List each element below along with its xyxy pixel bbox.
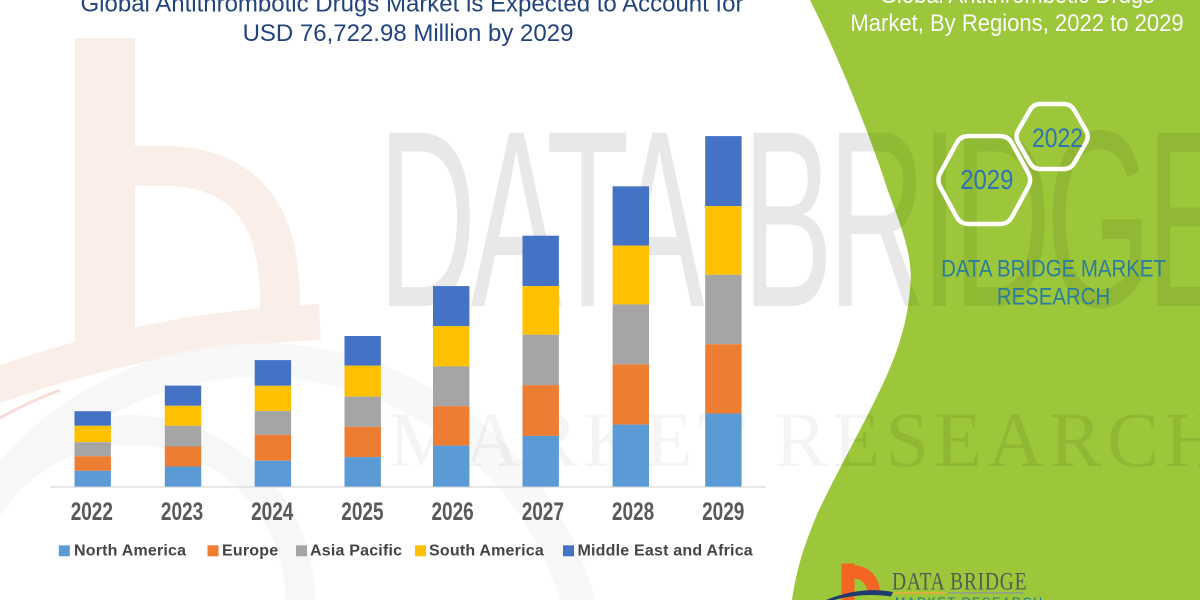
svg-text:2028: 2028 [612, 497, 654, 525]
svg-text:DATA BRIDGE: DATA BRIDGE [892, 567, 1027, 595]
svg-text:2029: 2029 [960, 166, 1013, 196]
svg-text:Europe: Europe [222, 543, 278, 560]
svg-text:Middle East and Africa: Middle East and Africa [578, 543, 753, 560]
svg-text:Market, By Regions, 2022 to 20: Market, By Regions, 2022 to 2029 [850, 9, 1183, 36]
svg-text:2025: 2025 [341, 497, 383, 525]
svg-text:2027: 2027 [522, 497, 564, 525]
svg-text:North America: North America [74, 543, 186, 560]
svg-text:RESEARCH: RESEARCH [997, 283, 1110, 310]
svg-text:South America: South America [429, 543, 544, 560]
svg-text:2029: 2029 [702, 497, 744, 525]
svg-text:MARKET RESEARCH: MARKET RESEARCH [895, 596, 1044, 600]
svg-text:2023: 2023 [161, 497, 203, 525]
svg-text:2022: 2022 [1032, 123, 1083, 153]
svg-text:2022: 2022 [71, 497, 113, 525]
svg-text:Asia Pacific: Asia Pacific [310, 543, 402, 560]
svg-text:Global Antithrombotic Drugs Ma: Global Antithrombotic Drugs Market is Ex… [81, 0, 744, 17]
svg-text:Global Antithrombotic Drugs: Global Antithrombotic Drugs [880, 0, 1154, 8]
svg-text:2024: 2024 [251, 497, 294, 525]
svg-text:2026: 2026 [431, 497, 473, 525]
svg-text:DATA BRIDGE MARKET: DATA BRIDGE MARKET [941, 255, 1166, 282]
svg-text:USD 76,722.98 Million by 2029: USD 76,722.98 Million by 2029 [243, 20, 574, 47]
